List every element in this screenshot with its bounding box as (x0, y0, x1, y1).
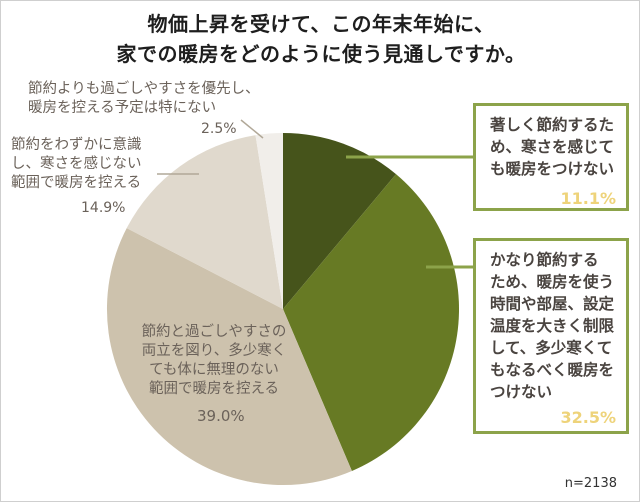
label-comfort-priority: 節約よりも過ごしやすさを優先し、 暖房を控える予定は特にない (28, 80, 260, 118)
label-text: し、寒さを感じない (11, 156, 142, 172)
label-text: ため、暖房を使う (490, 273, 615, 291)
label-text: め、寒さを感じて (490, 138, 615, 156)
label-box-strong-saving: 著しく節約するた め、寒さを感じて も暖房をつけない 11.1% (473, 103, 629, 211)
pct-strong-saving: 11.1% (560, 189, 616, 208)
label-text: 暖房を控える予定は特にない (28, 100, 217, 116)
label-text: 範囲で暖房を控える (11, 175, 142, 191)
label-text: かなり節約する (490, 251, 599, 269)
pct-considerable-saving: 32.5% (560, 408, 616, 427)
pct-comfort-priority: 2.5% (201, 121, 237, 137)
slice-comfort-priority (255, 133, 283, 309)
leader-line-5 (240, 119, 264, 139)
label-box-considerable-saving: かなり節約する ため、暖房を使う 時間や部屋、設定 温度を大きく制限 して、多少… (473, 238, 629, 434)
sample-size: n=2138 (564, 476, 617, 491)
chart-title: 物価上昇を受けて、この年末年始に、 家での暖房をどのように使う見通しですか。 (1, 9, 640, 69)
label-text: 節約よりも過ごしやすさを優先し、 (28, 81, 260, 97)
label-text: ても体に無理のない (149, 362, 279, 378)
label-text: もなるべく暖房を (490, 361, 615, 379)
pct-balance: 39.0% (197, 407, 245, 425)
label-slight-saving: 節約をわずかに意識 し、寒さを感じない 範囲で暖房を控える (11, 136, 142, 193)
title-line-2: 家での暖房をどのように使う見通しですか。 (116, 42, 526, 66)
label-text: 節約をわずかに意識 (11, 137, 142, 153)
label-text: 著しく節約するた (490, 116, 615, 134)
label-text: つけない (490, 383, 553, 401)
label-balance: 節約と過ごしやすさの 両立を図り、多少寒く ても体に無理のない 範囲で暖房を控え… (119, 323, 309, 399)
title-line-1: 物価上昇を受けて、この年末年始に、 (147, 12, 495, 36)
slice-balance (106, 228, 352, 486)
slice-strong-saving (283, 133, 396, 309)
label-text: 両立を図り、多少寒く (141, 343, 287, 359)
label-text: も暖房をつけない (490, 160, 615, 178)
label-text: 温度を大きく制限 (490, 317, 615, 335)
label-text: 時間や部屋、設定 (490, 295, 615, 313)
slice-considerable-saving (283, 174, 460, 471)
slice-slight-saving (126, 135, 283, 309)
label-text: 節約と過ごしやすさの (141, 324, 287, 340)
label-text: 範囲で暖房を控える (148, 381, 280, 397)
pct-slight-saving: 14.9% (81, 200, 126, 216)
label-text: して、多少寒くて (490, 339, 613, 357)
